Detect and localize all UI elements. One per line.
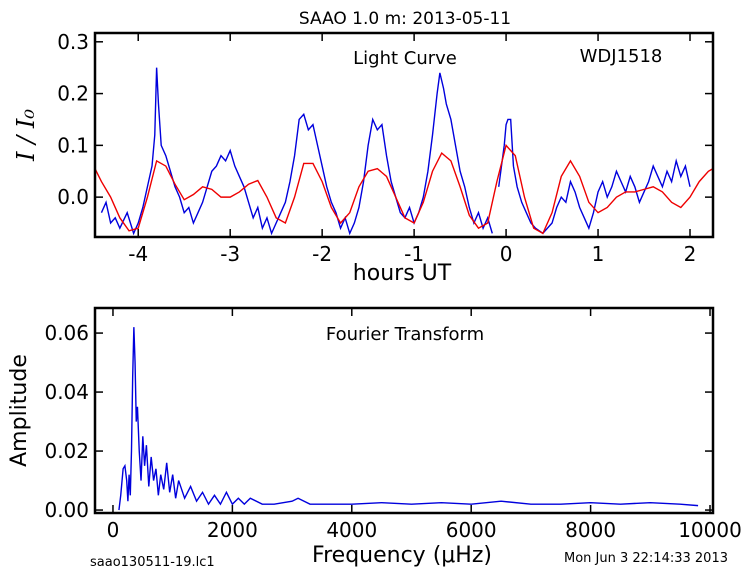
x-tick-label: 0 [500, 242, 513, 266]
figure-title: SAAO 1.0 m: 2013-05-11 [299, 9, 511, 29]
y-axis-label: Amplitude [7, 354, 32, 467]
footer-file: saao130511-19.lc1 [90, 555, 215, 570]
series-line [95, 143, 713, 235]
y-tick-label: 0.2 [57, 82, 89, 106]
annotation: WDJ1518 [580, 46, 663, 67]
plot: -4 -3 -2 -1 0 1 2 0.0 0.1 0.2 0.3 Light Curve WDJ151… [12, 30, 715, 286]
x-tick-label: 6000 [446, 518, 497, 542]
plot: 0 2000 4000 6000 8000 10000 0.00 0.02 0.04 0.06 Fo… [7, 306, 742, 568]
x-tick-label: 2000 [207, 518, 258, 542]
series-line [118, 327, 699, 511]
axes-frame [93, 31, 715, 239]
x-axis-label: hours UT [353, 261, 452, 286]
y-tick-label: 0.02 [44, 439, 89, 463]
x-tick-label: 4000 [326, 518, 377, 542]
y-tick-label: 0.04 [44, 380, 89, 404]
y-tick-label: 0.1 [57, 133, 89, 157]
y-axis-label: I / I₀ [12, 109, 40, 162]
footer-date: Mon Jun 3 22:14:33 2013 [564, 551, 728, 566]
y-tick-label: 0.0 [57, 185, 89, 209]
axes-frame [93, 306, 715, 515]
y-tick-label: 0.06 [44, 321, 89, 345]
x-tick-label: -3 [220, 242, 240, 266]
x-tick-label: 10000 [678, 518, 742, 542]
x-tick-label: 1 [592, 242, 605, 266]
y-tick-label: 0.3 [57, 30, 89, 54]
x-tick-label: 8000 [565, 518, 616, 542]
x-axis-label: Frequency (μHz) [312, 543, 492, 568]
x-tick-label: -1 [404, 242, 424, 266]
series-line [100, 67, 691, 236]
x-tick-label: 0 [107, 518, 120, 542]
annotation: Fourier Transform [326, 324, 484, 345]
x-tick-label: -2 [312, 242, 332, 266]
x-tick-label: 2 [684, 242, 697, 266]
x-tick-label: -4 [128, 242, 148, 266]
annotation: Light Curve [353, 48, 457, 69]
y-tick-label: 0.00 [44, 498, 89, 522]
